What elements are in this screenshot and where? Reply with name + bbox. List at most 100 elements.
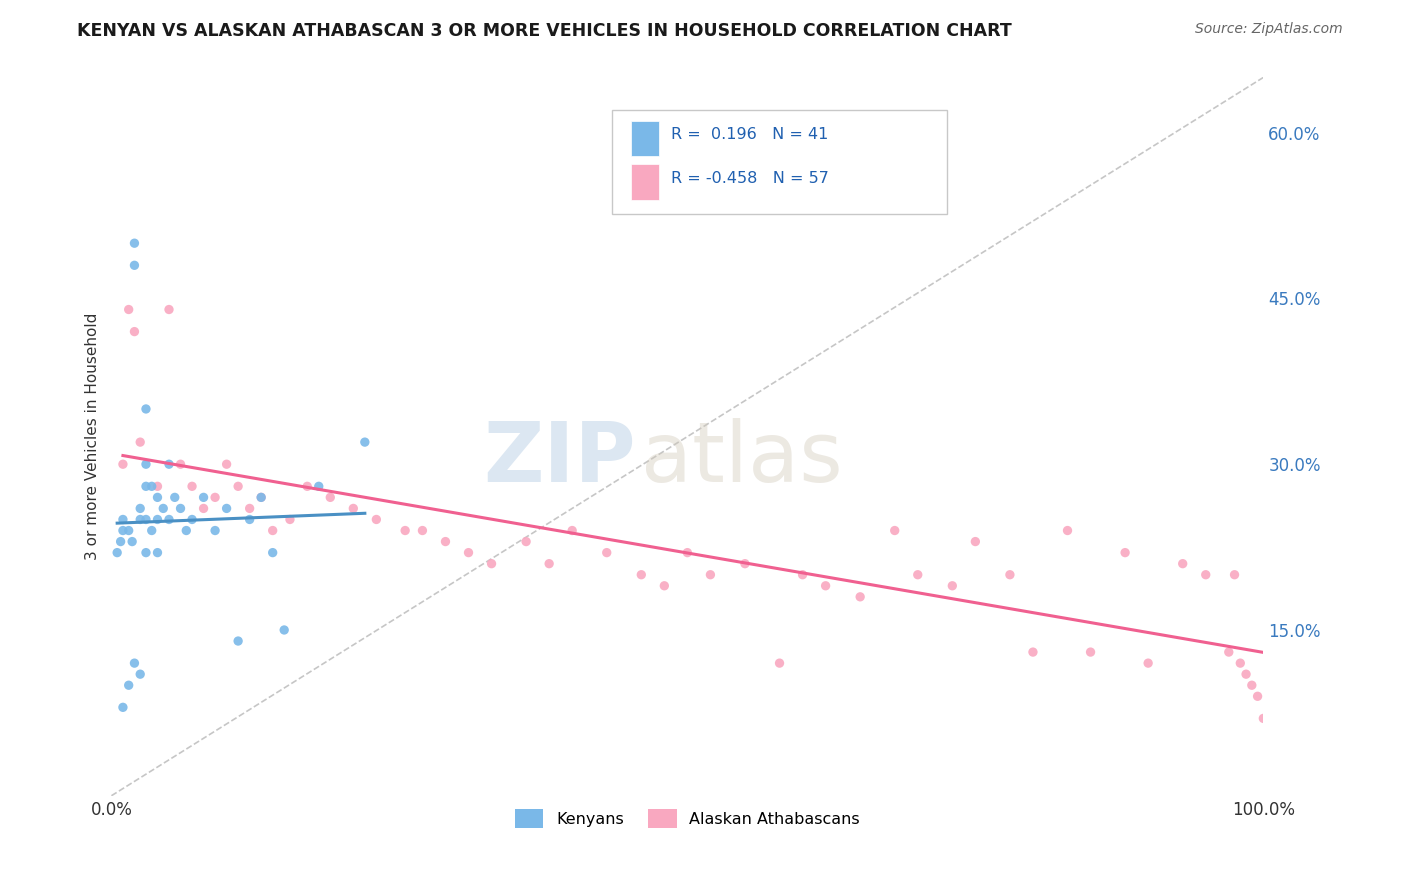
FancyBboxPatch shape bbox=[613, 110, 946, 214]
Point bbox=[366, 512, 388, 526]
Point bbox=[105, 546, 128, 560]
Point bbox=[308, 479, 330, 493]
Point bbox=[157, 512, 180, 526]
Point bbox=[204, 524, 226, 538]
Point bbox=[481, 557, 503, 571]
Point bbox=[181, 479, 204, 493]
Point bbox=[654, 579, 676, 593]
Y-axis label: 3 or more Vehicles in Household: 3 or more Vehicles in Household bbox=[86, 313, 100, 560]
Point bbox=[118, 302, 141, 317]
Point bbox=[250, 491, 273, 505]
Point bbox=[111, 512, 134, 526]
Point bbox=[1022, 645, 1045, 659]
Point bbox=[129, 667, 152, 681]
Point bbox=[157, 302, 180, 317]
Point bbox=[849, 590, 872, 604]
Point bbox=[965, 534, 987, 549]
Point bbox=[135, 401, 157, 416]
Point bbox=[319, 491, 342, 505]
Point bbox=[135, 546, 157, 560]
Point bbox=[273, 623, 295, 637]
Point bbox=[239, 501, 262, 516]
Point bbox=[135, 457, 157, 471]
Point bbox=[129, 512, 152, 526]
Point bbox=[630, 567, 652, 582]
Point bbox=[135, 512, 157, 526]
Point bbox=[941, 579, 963, 593]
Point bbox=[129, 435, 152, 450]
Point bbox=[141, 524, 163, 538]
Point bbox=[1195, 567, 1218, 582]
Point bbox=[768, 656, 790, 670]
Point bbox=[111, 457, 134, 471]
Point bbox=[1114, 546, 1136, 560]
Point bbox=[297, 479, 319, 493]
Point bbox=[193, 501, 215, 516]
Point bbox=[121, 534, 143, 549]
Point bbox=[998, 567, 1021, 582]
Point bbox=[883, 524, 905, 538]
Point bbox=[111, 524, 134, 538]
Point bbox=[163, 491, 186, 505]
Point bbox=[118, 678, 141, 692]
Point bbox=[792, 567, 814, 582]
Text: R =  0.196   N = 41: R = 0.196 N = 41 bbox=[671, 128, 828, 143]
Point bbox=[141, 479, 163, 493]
Point bbox=[215, 457, 238, 471]
Point bbox=[146, 512, 169, 526]
Point bbox=[124, 258, 146, 272]
Point bbox=[515, 534, 537, 549]
Text: ZIP: ZIP bbox=[484, 417, 636, 499]
Point bbox=[1240, 678, 1263, 692]
Point bbox=[411, 524, 433, 538]
Point bbox=[174, 524, 197, 538]
Point bbox=[262, 546, 284, 560]
Point bbox=[204, 491, 226, 505]
Point bbox=[250, 491, 273, 505]
Point bbox=[157, 457, 180, 471]
Point bbox=[146, 479, 169, 493]
Point bbox=[1080, 645, 1102, 659]
Text: R = -0.458   N = 57: R = -0.458 N = 57 bbox=[671, 170, 830, 186]
Legend: Kenyans, Alaskan Athabascans: Kenyans, Alaskan Athabascans bbox=[509, 802, 866, 834]
Point bbox=[181, 512, 204, 526]
Point bbox=[124, 325, 146, 339]
Point bbox=[111, 700, 134, 714]
Point bbox=[1218, 645, 1240, 659]
Point bbox=[394, 524, 416, 538]
Point bbox=[146, 491, 169, 505]
Point bbox=[239, 512, 262, 526]
Point bbox=[457, 546, 479, 560]
Point bbox=[124, 236, 146, 251]
Point bbox=[342, 501, 364, 516]
Point bbox=[699, 567, 721, 582]
Point bbox=[676, 546, 699, 560]
Point bbox=[353, 435, 375, 450]
Point bbox=[907, 567, 929, 582]
Point bbox=[226, 479, 249, 493]
Point bbox=[118, 524, 141, 538]
Point bbox=[1229, 656, 1251, 670]
Point bbox=[561, 524, 583, 538]
Point bbox=[110, 534, 132, 549]
FancyBboxPatch shape bbox=[631, 120, 658, 156]
Point bbox=[814, 579, 837, 593]
Point bbox=[278, 512, 301, 526]
Point bbox=[1246, 690, 1268, 704]
Point bbox=[129, 501, 152, 516]
Point bbox=[734, 557, 756, 571]
Point bbox=[226, 634, 249, 648]
Text: KENYAN VS ALASKAN ATHABASCAN 3 OR MORE VEHICLES IN HOUSEHOLD CORRELATION CHART: KENYAN VS ALASKAN ATHABASCAN 3 OR MORE V… bbox=[77, 22, 1012, 40]
Text: atlas: atlas bbox=[641, 417, 844, 499]
Point bbox=[169, 457, 191, 471]
Point bbox=[169, 501, 191, 516]
Point bbox=[135, 479, 157, 493]
Point bbox=[538, 557, 561, 571]
Point bbox=[1223, 567, 1246, 582]
Point bbox=[1234, 667, 1257, 681]
Point bbox=[1171, 557, 1194, 571]
FancyBboxPatch shape bbox=[631, 163, 658, 200]
Point bbox=[262, 524, 284, 538]
Point bbox=[1056, 524, 1078, 538]
Point bbox=[215, 501, 238, 516]
